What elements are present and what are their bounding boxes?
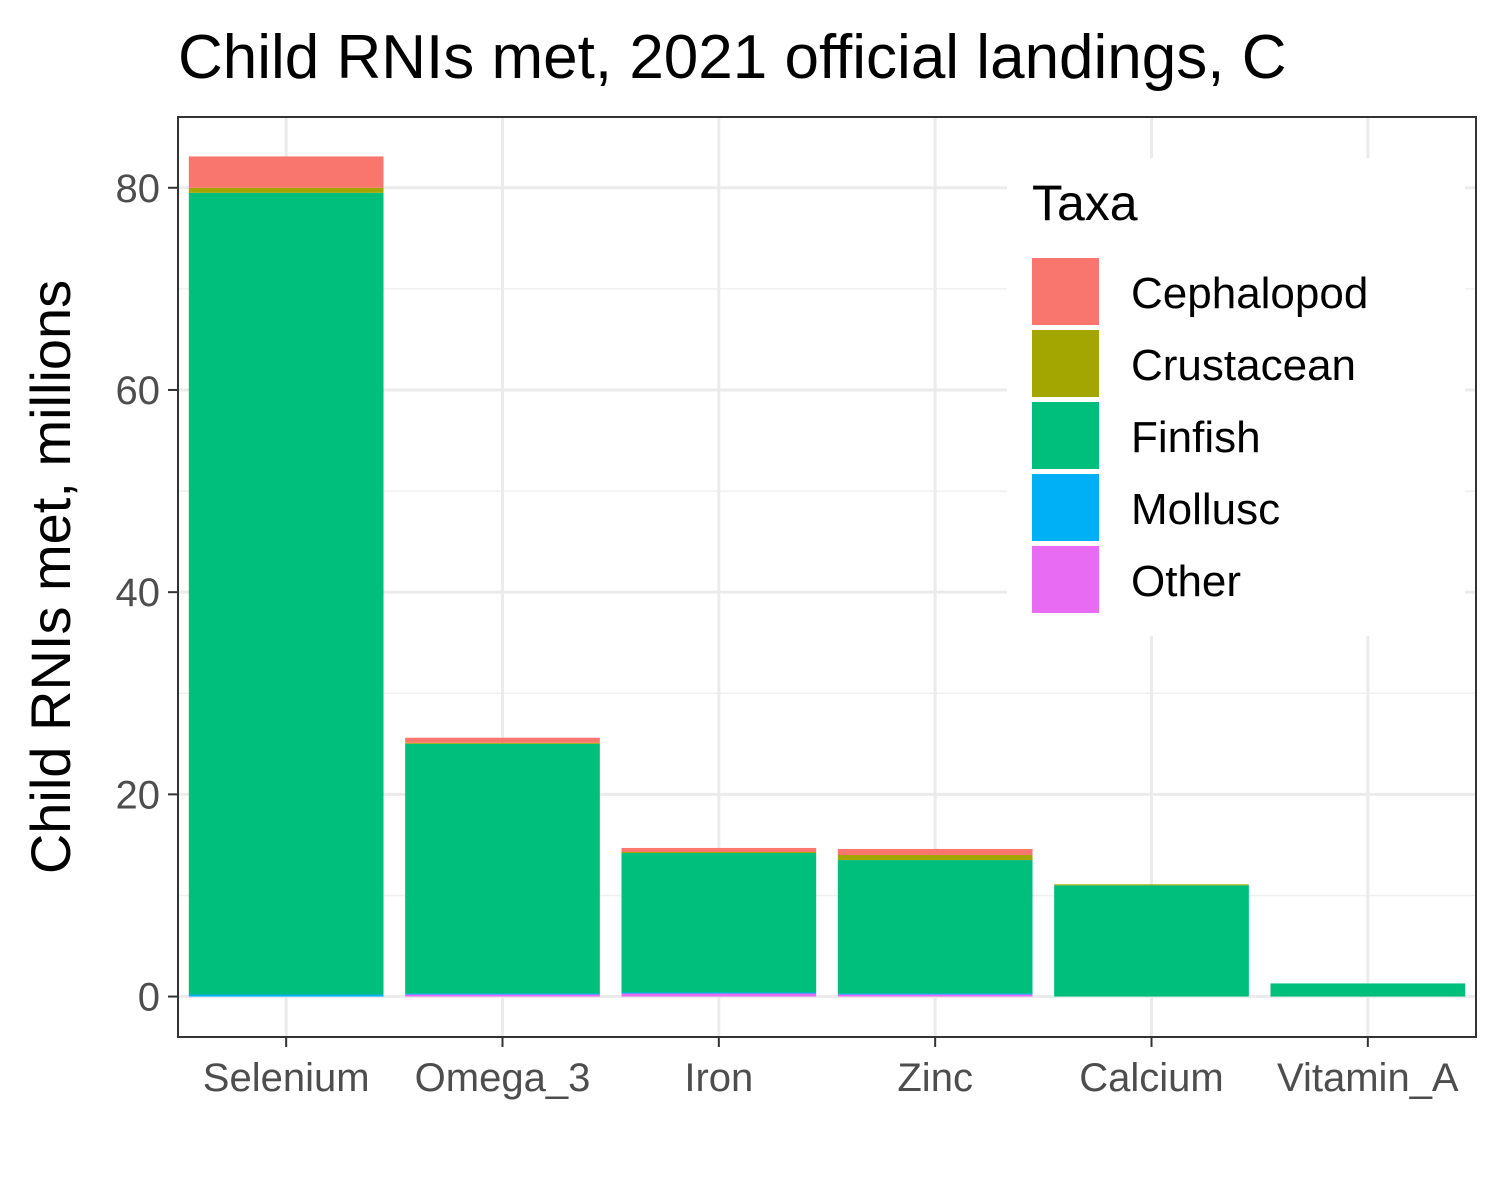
plot-panel-border: [177, 116, 1477, 1038]
legend-title: Taxa: [1032, 175, 1138, 231]
x-tick-label: Zinc: [897, 1056, 973, 1100]
legend-key-cephalopod: [1032, 258, 1099, 325]
bar-segment-zinc-crustacean: [837, 855, 1033, 861]
bar-segment-omega-3-other: [405, 994, 600, 997]
bar-segment-selenium-finfish: [188, 192, 384, 995]
x-tick-label: Vitamin_A: [1277, 1056, 1459, 1100]
y-tick-label: 60: [116, 369, 161, 413]
bar-segment-iron-crustacean: [621, 851, 817, 853]
x-tick-label: Calcium: [1079, 1056, 1223, 1100]
legend-label-crustacean: Crustacean: [1131, 341, 1356, 390]
bar-segment-calcium-finfish: [1054, 885, 1249, 997]
bar-segment-omega-3-cephalopod: [405, 737, 600, 743]
bar-segment-zinc-mollusc: [837, 993, 1033, 995]
axes: 0 20 40 60 80 Selenium Omega_3 Iron Zinc Calcium V…: [116, 167, 1459, 1100]
x-tick-label: Selenium: [203, 1056, 370, 1100]
y-tick-label: 0: [138, 976, 160, 1020]
legend-key-other: [1032, 546, 1099, 613]
bar-segment-selenium-cephalopod: [188, 156, 384, 188]
legend-label-mollusc: Mollusc: [1131, 485, 1280, 534]
legend-key-mollusc: [1032, 474, 1099, 541]
bars: [188, 156, 1466, 997]
bar-segment-vitamin-a-finfish: [1270, 983, 1466, 997]
bar-segment-iron-finfish: [621, 853, 817, 993]
legend-label-cephalopod: Cephalopod: [1131, 269, 1368, 318]
bar-segment-omega-3-finfish: [405, 743, 600, 994]
bar-segment-selenium-mollusc: [188, 994, 384, 997]
bar-segment-zinc-other: [837, 994, 1033, 997]
x-tick-label: Omega_3: [415, 1056, 591, 1100]
y-axis-title: Child RNIs met, millions: [19, 280, 82, 874]
bar-segment-iron-other: [621, 993, 817, 997]
legend-label-other: Other: [1131, 557, 1241, 606]
y-tick-label: 40: [116, 571, 161, 615]
bar-segment-omega-3-crustacean: [405, 742, 600, 744]
legend-label-finfish: Finfish: [1131, 413, 1261, 462]
bar-segment-zinc-cephalopod: [837, 848, 1033, 856]
legend-key-finfish: [1032, 402, 1099, 469]
bar-segment-selenium-crustacean: [188, 187, 384, 193]
chart-title: Child RNIs met, 2021 official landings, …: [178, 23, 1287, 92]
y-tick-label: 80: [116, 167, 161, 211]
x-tick-label: Iron: [684, 1056, 753, 1100]
legend-key-crustacean: [1032, 330, 1099, 397]
bar-segment-iron-cephalopod: [621, 847, 817, 852]
bar-segment-omega-3-mollusc: [405, 993, 600, 995]
bar-segment-zinc-finfish: [837, 860, 1033, 994]
bar-segment-iron-mollusc: [621, 992, 817, 994]
legend: Taxa Cephalopod Crustacean Finfish Mollusc Ot…: [1007, 158, 1465, 636]
y-tick-label: 20: [116, 773, 161, 817]
bar-segment-calcium-crustacean: [1054, 884, 1249, 886]
